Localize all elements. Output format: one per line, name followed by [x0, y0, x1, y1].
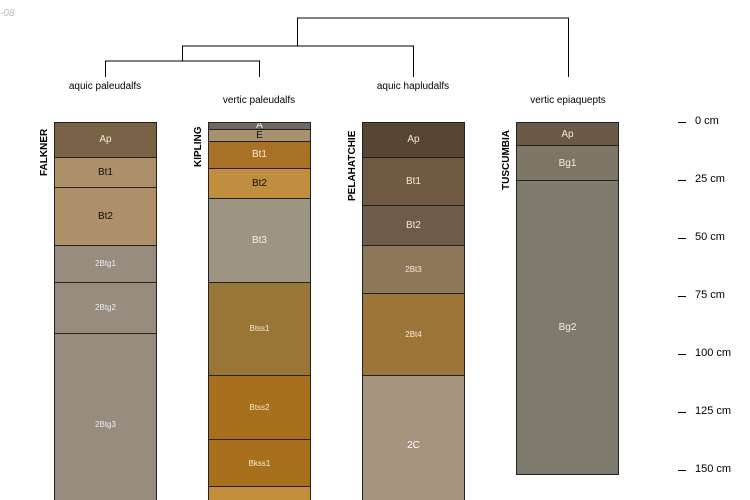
depth-tick-label: 125 cm: [695, 404, 732, 417]
horizon-label: 2Btg1: [95, 259, 116, 269]
horizon-label: Bt1: [251, 149, 267, 161]
profile-name-falkner: FALKNER: [39, 128, 50, 176]
horizon-bg2: Bg2: [517, 179, 618, 475]
horizon-bt1: Bt1: [363, 156, 464, 207]
horizon-bt3: Bt3: [209, 198, 310, 283]
horizon-2c: 2C: [363, 374, 464, 500]
depth-tick: [678, 237, 686, 239]
horizon-ap: Ap: [363, 122, 464, 158]
horizon-bt2: Bt2: [209, 168, 310, 200]
profile-column-tuscumbia: Ap Bg1 Bg2: [516, 122, 619, 476]
horizon-label: 2Btg2: [95, 303, 116, 313]
horizon-label: Bt2: [97, 210, 113, 222]
depth-tick-label: 100 cm: [695, 346, 732, 359]
profile-column-pelahatchie: Ap Bt1 Bt2 2Bt3 2Bt4 2C: [362, 122, 465, 500]
horizon-label: 2C: [407, 440, 420, 452]
profile-column-kipling: A E Bt1 Bt2 Bt3 Btss1 Btss2 Bkss1: [208, 122, 311, 500]
horizon-2btg3: 2Btg3: [55, 332, 156, 500]
taxon-label-falkner: aquic paleudalfs: [68, 81, 142, 92]
horizon-e: E: [209, 128, 310, 142]
horizon-bt2: Bt2: [363, 205, 464, 246]
profile-name-kipling: KIPLING: [193, 126, 204, 167]
depth-tick-label: 150 cm: [695, 462, 732, 475]
horizon-a: A: [209, 122, 310, 130]
horizon-ap: Ap: [55, 122, 156, 158]
horizon-label: Bt1: [405, 176, 421, 188]
horizon-label: Ap: [407, 134, 420, 146]
taxon-label-pelahatchie: aquic hapludalfs: [376, 81, 450, 92]
horizon-label: Bkss1: [248, 458, 271, 468]
horizon-unlabeled: [209, 485, 310, 500]
corner-stamp: -08: [0, 8, 15, 19]
depth-tick: [678, 469, 686, 471]
dendro-branch-root: [297, 17, 569, 77]
horizon-label: 2Bt3: [405, 265, 422, 275]
horizon-ap: Ap: [517, 122, 618, 147]
depth-tick: [678, 122, 686, 123]
horizon-2bt3: 2Bt3: [363, 244, 464, 295]
depth-tick-label: 50 cm: [695, 230, 725, 243]
horizon-label: 2Bt4: [405, 330, 422, 339]
horizon-label: Bt2: [251, 178, 267, 190]
horizon-2btg2: 2Btg2: [55, 281, 156, 334]
horizon-bg1: Bg1: [517, 145, 618, 181]
horizon-label: 2Btg3: [95, 420, 116, 430]
depth-tick-label: 75 cm: [695, 288, 725, 301]
depth-tick: [678, 179, 686, 181]
horizon-label: Ap: [561, 128, 574, 140]
dendro-branch-falkner-kipling: [105, 60, 260, 77]
horizon-btss1: Btss1: [209, 281, 310, 376]
horizon-label: A: [256, 122, 263, 130]
horizon-label: Bt3: [251, 235, 267, 247]
horizon-btss2: Btss2: [209, 374, 310, 441]
horizon-label: Btss1: [249, 324, 270, 334]
horizon-label: Bg2: [558, 322, 577, 334]
horizon-bt1: Bt1: [55, 156, 156, 188]
horizon-bkss1: Bkss1: [209, 439, 310, 487]
profile-column-falkner: Ap Bt1 Bt2 2Btg1 2Btg2 2Btg3: [54, 122, 157, 500]
taxon-label-kipling: vertic paleudalfs: [222, 95, 296, 106]
depth-tick: [678, 353, 686, 355]
taxon-label-tuscumbia: vertic epiaquepts: [530, 95, 606, 106]
horizon-label: Bg1: [558, 157, 577, 169]
depth-tick: [678, 295, 686, 297]
horizon-label: Btss2: [249, 402, 270, 412]
horizon-label: Bt1: [97, 166, 113, 178]
dendro-branch-fk-pelahatchie: [182, 45, 414, 77]
depth-tick-label: 25 cm: [695, 172, 725, 185]
horizon-label: E: [256, 129, 263, 141]
horizon-2bt4: 2Bt4: [363, 293, 464, 376]
horizon-bt2: Bt2: [55, 186, 156, 246]
profile-name-pelahatchie: PELAHATCHIE: [347, 130, 358, 201]
depth-tick: [678, 411, 686, 413]
depth-tick-label: 0 cm: [695, 115, 719, 127]
horizon-label: Ap: [99, 134, 112, 146]
profile-name-tuscumbia: TUSCUMBIA: [501, 130, 512, 190]
horizon-bt1: Bt1: [209, 140, 310, 170]
horizon-2btg1: 2Btg1: [55, 244, 156, 283]
horizon-label: Bt2: [405, 220, 421, 232]
